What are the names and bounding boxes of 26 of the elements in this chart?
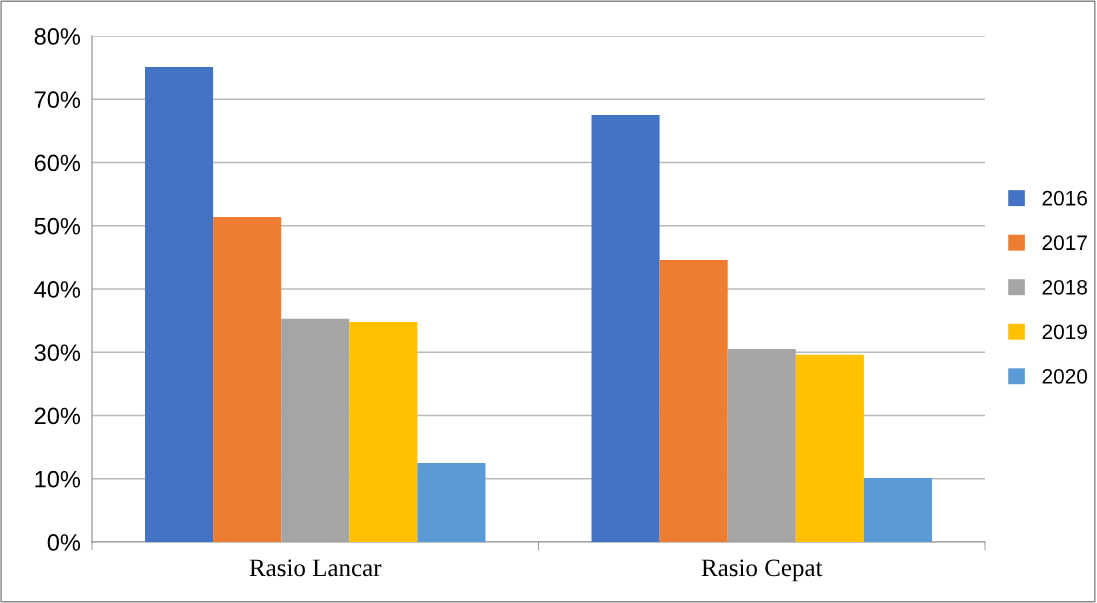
bar [863,478,932,542]
legend-label: 2020 [1042,368,1088,384]
bar [281,318,350,542]
legend-label: 2017 [1042,235,1087,251]
y-tick-label: 50% [34,217,81,235]
x-tick-label: Rasio Lancar [249,559,382,577]
bar [659,259,728,542]
y-tick-label: 30% [34,344,81,362]
legend-label: 2016 [1042,190,1087,206]
bar [417,462,486,542]
bar [213,216,282,542]
bar [349,321,418,542]
y-tick-label: 10% [35,470,81,488]
x-tick-label: Rasio Cepat [701,559,823,582]
y-tick-label: 70% [34,91,81,109]
bar [727,349,796,542]
bar [795,354,864,542]
y-tick-label: 0% [47,534,81,551]
bar [145,66,214,542]
legend-label: 2019 [1042,324,1087,340]
y-tick-label: 20% [34,407,81,425]
y-tick-label: 60% [34,154,81,172]
y-tick-label: 40% [34,281,81,298]
bar [591,115,660,542]
legend-label: 2018 [1042,279,1087,295]
y-tick-label: 80% [34,28,81,45]
